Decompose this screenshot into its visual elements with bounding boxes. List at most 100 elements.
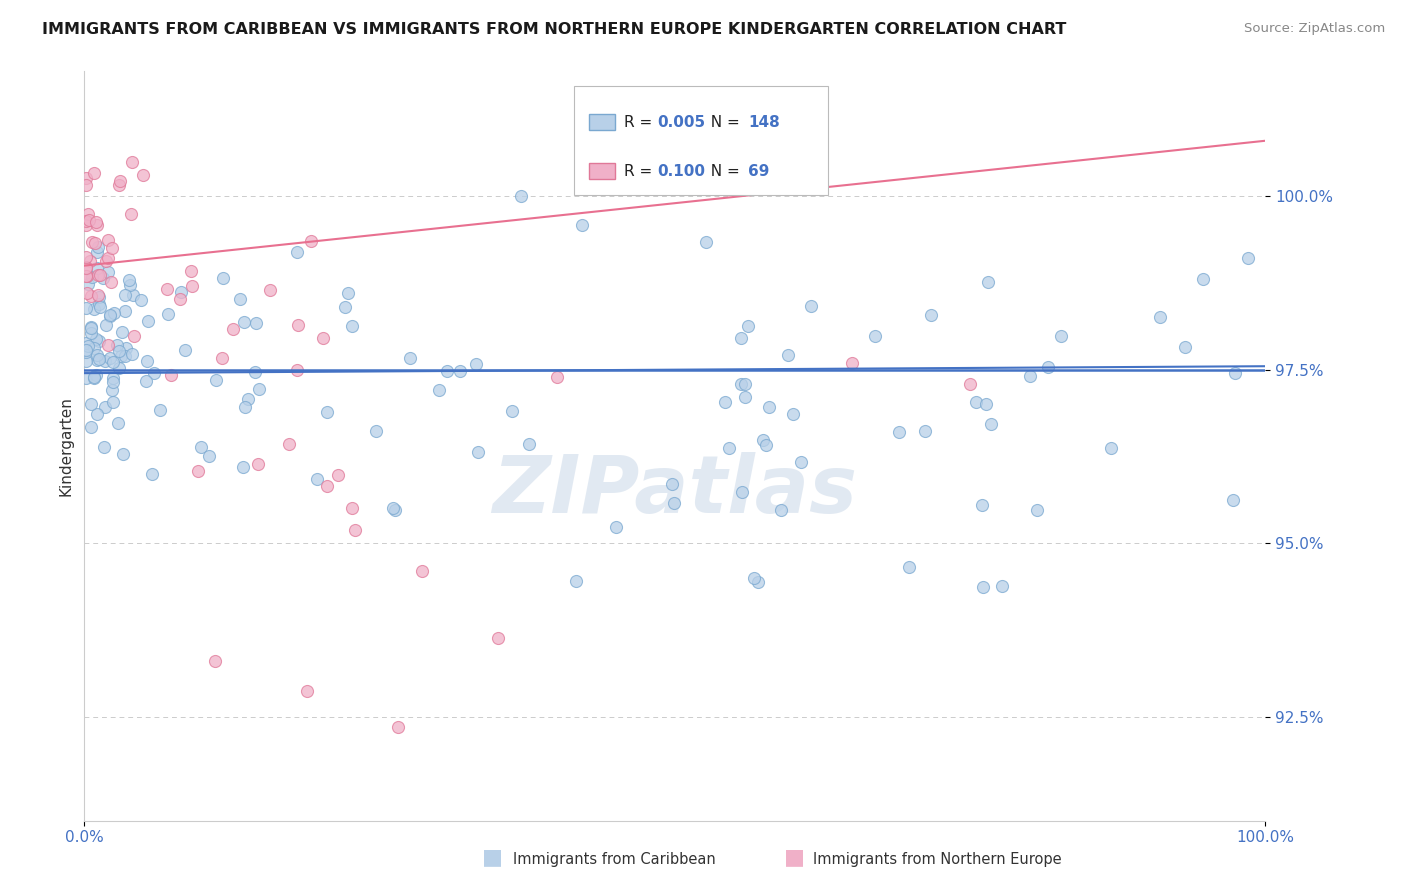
Point bbox=[664, 496, 686, 510]
Point bbox=[222, 321, 245, 335]
Point bbox=[782, 407, 804, 421]
Point bbox=[75, 171, 97, 186]
Point bbox=[972, 580, 994, 594]
Point bbox=[103, 306, 125, 320]
Point bbox=[776, 349, 799, 363]
Point bbox=[87, 287, 110, 301]
Point bbox=[247, 382, 270, 396]
Point bbox=[204, 373, 226, 387]
Point bbox=[89, 290, 111, 304]
Point bbox=[80, 289, 103, 303]
Point bbox=[94, 400, 117, 414]
Point bbox=[160, 368, 183, 382]
Text: N =: N = bbox=[700, 115, 745, 129]
Point bbox=[959, 376, 981, 391]
Point bbox=[103, 394, 125, 409]
Point bbox=[517, 437, 540, 451]
Point bbox=[75, 213, 97, 227]
Point bbox=[97, 251, 120, 265]
Text: R =: R = bbox=[624, 115, 657, 129]
Point bbox=[605, 520, 627, 534]
Point bbox=[107, 343, 129, 358]
Point bbox=[108, 361, 131, 376]
Point bbox=[1192, 272, 1215, 286]
Point bbox=[340, 319, 363, 334]
Point bbox=[93, 271, 115, 285]
Point bbox=[336, 285, 359, 300]
Point bbox=[382, 501, 405, 516]
Point bbox=[427, 383, 450, 397]
Point bbox=[93, 440, 115, 454]
Point bbox=[501, 403, 523, 417]
Point bbox=[991, 578, 1014, 592]
Point bbox=[173, 343, 195, 357]
Text: 0.005: 0.005 bbox=[657, 115, 706, 129]
Point bbox=[914, 425, 936, 439]
Point bbox=[695, 235, 717, 249]
Point bbox=[170, 285, 193, 299]
Point bbox=[87, 268, 110, 283]
Point bbox=[112, 447, 135, 461]
Point bbox=[465, 357, 488, 371]
Point bbox=[565, 574, 588, 589]
Point bbox=[98, 351, 121, 365]
Text: ■: ■ bbox=[785, 847, 804, 867]
Point bbox=[734, 377, 756, 392]
Point bbox=[965, 394, 987, 409]
Point bbox=[100, 275, 122, 289]
Point bbox=[79, 253, 101, 268]
Point bbox=[141, 467, 163, 481]
Point bbox=[75, 260, 97, 275]
Point bbox=[898, 560, 921, 574]
Point bbox=[980, 417, 1002, 432]
Point bbox=[156, 282, 179, 296]
Point bbox=[83, 166, 105, 180]
Text: 0.100: 0.100 bbox=[657, 163, 706, 178]
Point bbox=[89, 300, 111, 314]
Point bbox=[197, 449, 219, 463]
Point bbox=[108, 178, 131, 193]
Point bbox=[86, 348, 108, 362]
Point bbox=[75, 250, 97, 264]
Point bbox=[1237, 251, 1260, 265]
Point bbox=[510, 189, 533, 203]
Point bbox=[751, 433, 773, 447]
Point bbox=[129, 293, 152, 307]
Point bbox=[229, 292, 252, 306]
Point bbox=[387, 720, 409, 734]
Point bbox=[80, 397, 103, 411]
Point bbox=[169, 292, 191, 306]
Point bbox=[180, 263, 202, 277]
Point bbox=[661, 477, 683, 491]
Point bbox=[305, 472, 328, 486]
Point bbox=[86, 218, 108, 232]
Point bbox=[115, 341, 138, 355]
Point bbox=[83, 341, 105, 355]
Text: ■: ■ bbox=[482, 847, 502, 867]
Point bbox=[101, 370, 124, 384]
Point bbox=[1099, 441, 1122, 455]
Point bbox=[121, 288, 143, 302]
Point bbox=[80, 326, 103, 340]
Point bbox=[790, 455, 813, 469]
Point bbox=[1026, 503, 1049, 517]
Point bbox=[246, 457, 269, 471]
Point bbox=[86, 260, 108, 275]
Point bbox=[717, 441, 740, 455]
Point bbox=[316, 405, 339, 419]
Point bbox=[970, 498, 993, 512]
Point bbox=[747, 574, 769, 589]
Point bbox=[121, 347, 143, 361]
Point bbox=[77, 207, 100, 221]
Point bbox=[75, 260, 97, 275]
Point bbox=[243, 365, 266, 379]
Point bbox=[105, 338, 128, 352]
Point bbox=[87, 352, 110, 367]
Point bbox=[77, 213, 100, 227]
Point bbox=[135, 375, 157, 389]
Point bbox=[76, 268, 98, 283]
Point bbox=[84, 368, 107, 382]
Text: Immigrants from Northern Europe: Immigrants from Northern Europe bbox=[813, 852, 1062, 867]
Point bbox=[730, 377, 752, 392]
Point bbox=[287, 318, 309, 333]
